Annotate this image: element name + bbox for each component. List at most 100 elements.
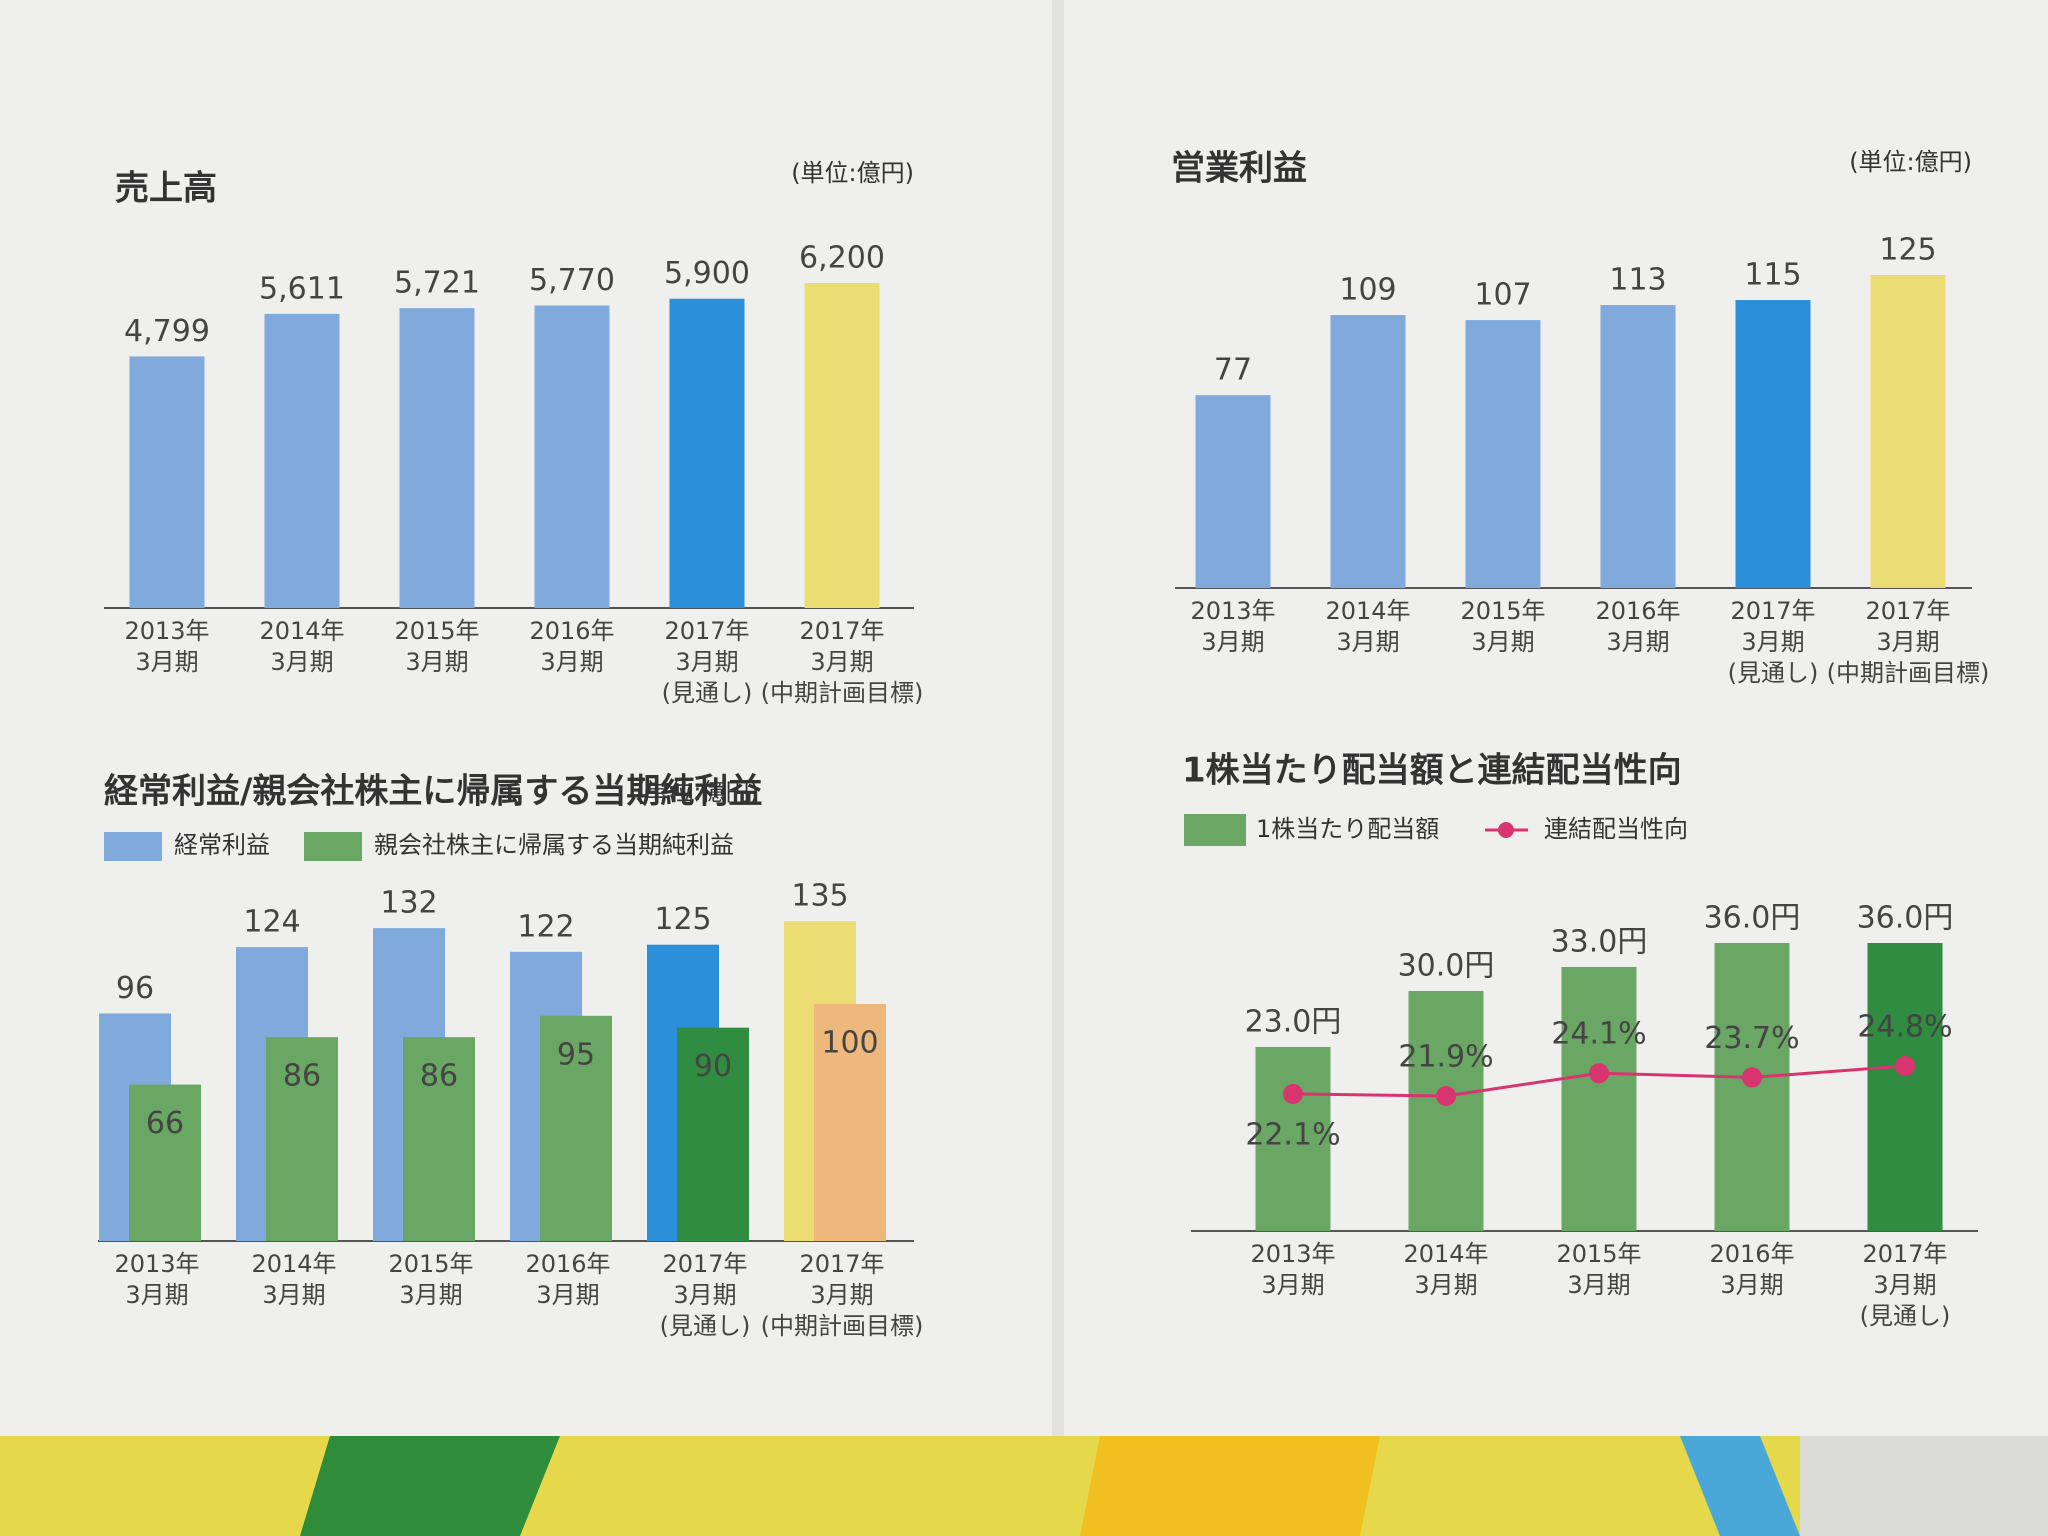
value-label: 24.1% xyxy=(1551,1017,1646,1052)
x-tick-label: 3月期 xyxy=(125,1281,188,1309)
value-label: 23.0円 xyxy=(1245,1005,1342,1040)
x-tick-label: 3月期 xyxy=(675,648,738,676)
x-tick-label: (見通し) xyxy=(660,1312,751,1340)
value-label: 5,900 xyxy=(664,256,750,291)
bar xyxy=(403,1037,475,1241)
x-tick-label: 2014年 xyxy=(259,617,344,645)
bar xyxy=(1600,305,1676,588)
value-label: 109 xyxy=(1339,273,1396,308)
bar xyxy=(669,298,745,608)
bar xyxy=(129,356,205,608)
value-label: 115 xyxy=(1744,258,1801,293)
point xyxy=(1589,1063,1609,1084)
bar xyxy=(1255,1047,1331,1231)
value-label: 96 xyxy=(116,971,154,1006)
value-label: 135 xyxy=(791,879,848,914)
x-tick-label: 2013年 xyxy=(114,1250,199,1278)
x-tick-label: 3月期 xyxy=(399,1281,462,1309)
chart-title: 営業利益 xyxy=(1171,149,1307,189)
legend-marker xyxy=(1498,822,1514,838)
chart-title: 経常利益/親会社株主に帰属する当期純利益 xyxy=(104,772,762,812)
x-tick-label: 3月期 xyxy=(673,1281,736,1309)
bar xyxy=(814,1003,886,1241)
x-tick-label: 2017年 xyxy=(1865,597,1950,625)
x-tick-label: 2017年 xyxy=(1862,1240,1947,1268)
x-tick-label: 3月期 xyxy=(1414,1271,1477,1299)
value-label: 36.0円 xyxy=(1857,901,1954,936)
bar xyxy=(804,283,880,608)
x-tick-label: 2017年 xyxy=(1730,597,1815,625)
x-tick-label: 3月期 xyxy=(1567,1271,1630,1299)
legend-label: 親会社株主に帰属する当期純利益 xyxy=(374,831,734,859)
x-tick-label: 2016年 xyxy=(529,617,614,645)
x-tick-label: 2016年 xyxy=(1709,1240,1794,1268)
x-tick-label: 3月期 xyxy=(540,648,603,676)
value-label: 66 xyxy=(146,1106,184,1141)
x-tick-label: 2014年 xyxy=(1325,597,1410,625)
bar xyxy=(1195,395,1271,588)
bar xyxy=(1561,967,1637,1231)
x-tick-label: 2014年 xyxy=(251,1250,336,1278)
value-label: 113 xyxy=(1609,263,1666,298)
x-tick-label: (中期計画目標) xyxy=(761,1312,924,1340)
x-tick-label: 3月期 xyxy=(1261,1271,1324,1299)
x-tick-label: 3月期 xyxy=(536,1281,599,1309)
x-tick-label: 2013年 xyxy=(1190,597,1275,625)
value-label: 30.0円 xyxy=(1398,949,1495,984)
x-tick-label: 3月期 xyxy=(1741,628,1804,656)
x-tick-label: 3月期 xyxy=(262,1281,325,1309)
bar xyxy=(1465,320,1541,588)
unit-label: (単位:億円) xyxy=(636,778,759,806)
value-label: 33.0円 xyxy=(1551,925,1648,960)
point xyxy=(1283,1083,1303,1104)
x-tick-label: 3月期 xyxy=(1876,628,1939,656)
x-tick-label: 2015年 xyxy=(1556,1240,1641,1268)
value-label: 77 xyxy=(1214,353,1252,388)
x-tick-label: 2015年 xyxy=(388,1250,473,1278)
bar xyxy=(1867,943,1943,1231)
x-tick-label: 2016年 xyxy=(1595,597,1680,625)
x-tick-label: 2013年 xyxy=(1250,1240,1335,1268)
value-label: 100 xyxy=(821,1025,878,1060)
value-label: 22.1% xyxy=(1245,1117,1340,1152)
value-label: 24.8% xyxy=(1857,1010,1952,1045)
bar xyxy=(129,1084,201,1241)
x-tick-label: 3月期 xyxy=(1471,628,1534,656)
x-tick-label: 2015年 xyxy=(394,617,479,645)
x-tick-label: 2017年 xyxy=(799,1250,884,1278)
legend-label: 経常利益 xyxy=(174,831,270,859)
unit-label: (単位:億円) xyxy=(1849,148,1972,176)
value-label: 124 xyxy=(243,905,300,940)
bar xyxy=(399,308,475,608)
chart-title: 1株当たり配当額と連結配当性向 xyxy=(1182,751,1682,791)
value-label: 125 xyxy=(1879,233,1936,268)
value-label: 107 xyxy=(1474,278,1531,313)
value-label: 125 xyxy=(654,902,711,937)
value-label: 90 xyxy=(694,1049,732,1084)
value-label: 36.0円 xyxy=(1704,901,1801,936)
x-tick-label: 2017年 xyxy=(662,1250,747,1278)
bar xyxy=(1330,315,1406,588)
legend-label: 1株当たり配当額 xyxy=(1256,815,1439,843)
value-label: 122 xyxy=(517,909,574,944)
x-tick-label: 3月期 xyxy=(1201,628,1264,656)
x-tick-label: 3月期 xyxy=(135,648,198,676)
bar xyxy=(540,1015,612,1241)
x-tick-label: 2017年 xyxy=(799,617,884,645)
bar xyxy=(677,1027,749,1241)
bar xyxy=(266,1037,338,1241)
point xyxy=(1895,1056,1915,1076)
x-tick-label: (中期計画目標) xyxy=(1827,659,1990,687)
value-label: 5,770 xyxy=(529,263,615,298)
value-label: 86 xyxy=(283,1059,321,1094)
x-tick-label: (見通し) xyxy=(1860,1302,1951,1330)
cloth xyxy=(1800,1436,2048,1536)
point xyxy=(1436,1086,1456,1106)
cloth-stripe xyxy=(1080,1436,1380,1536)
value-label: 21.9% xyxy=(1398,1040,1493,1075)
x-tick-label: 3月期 xyxy=(810,648,873,676)
legend-swatch xyxy=(304,832,362,861)
bar xyxy=(1870,275,1946,588)
x-tick-label: 2015年 xyxy=(1460,597,1545,625)
